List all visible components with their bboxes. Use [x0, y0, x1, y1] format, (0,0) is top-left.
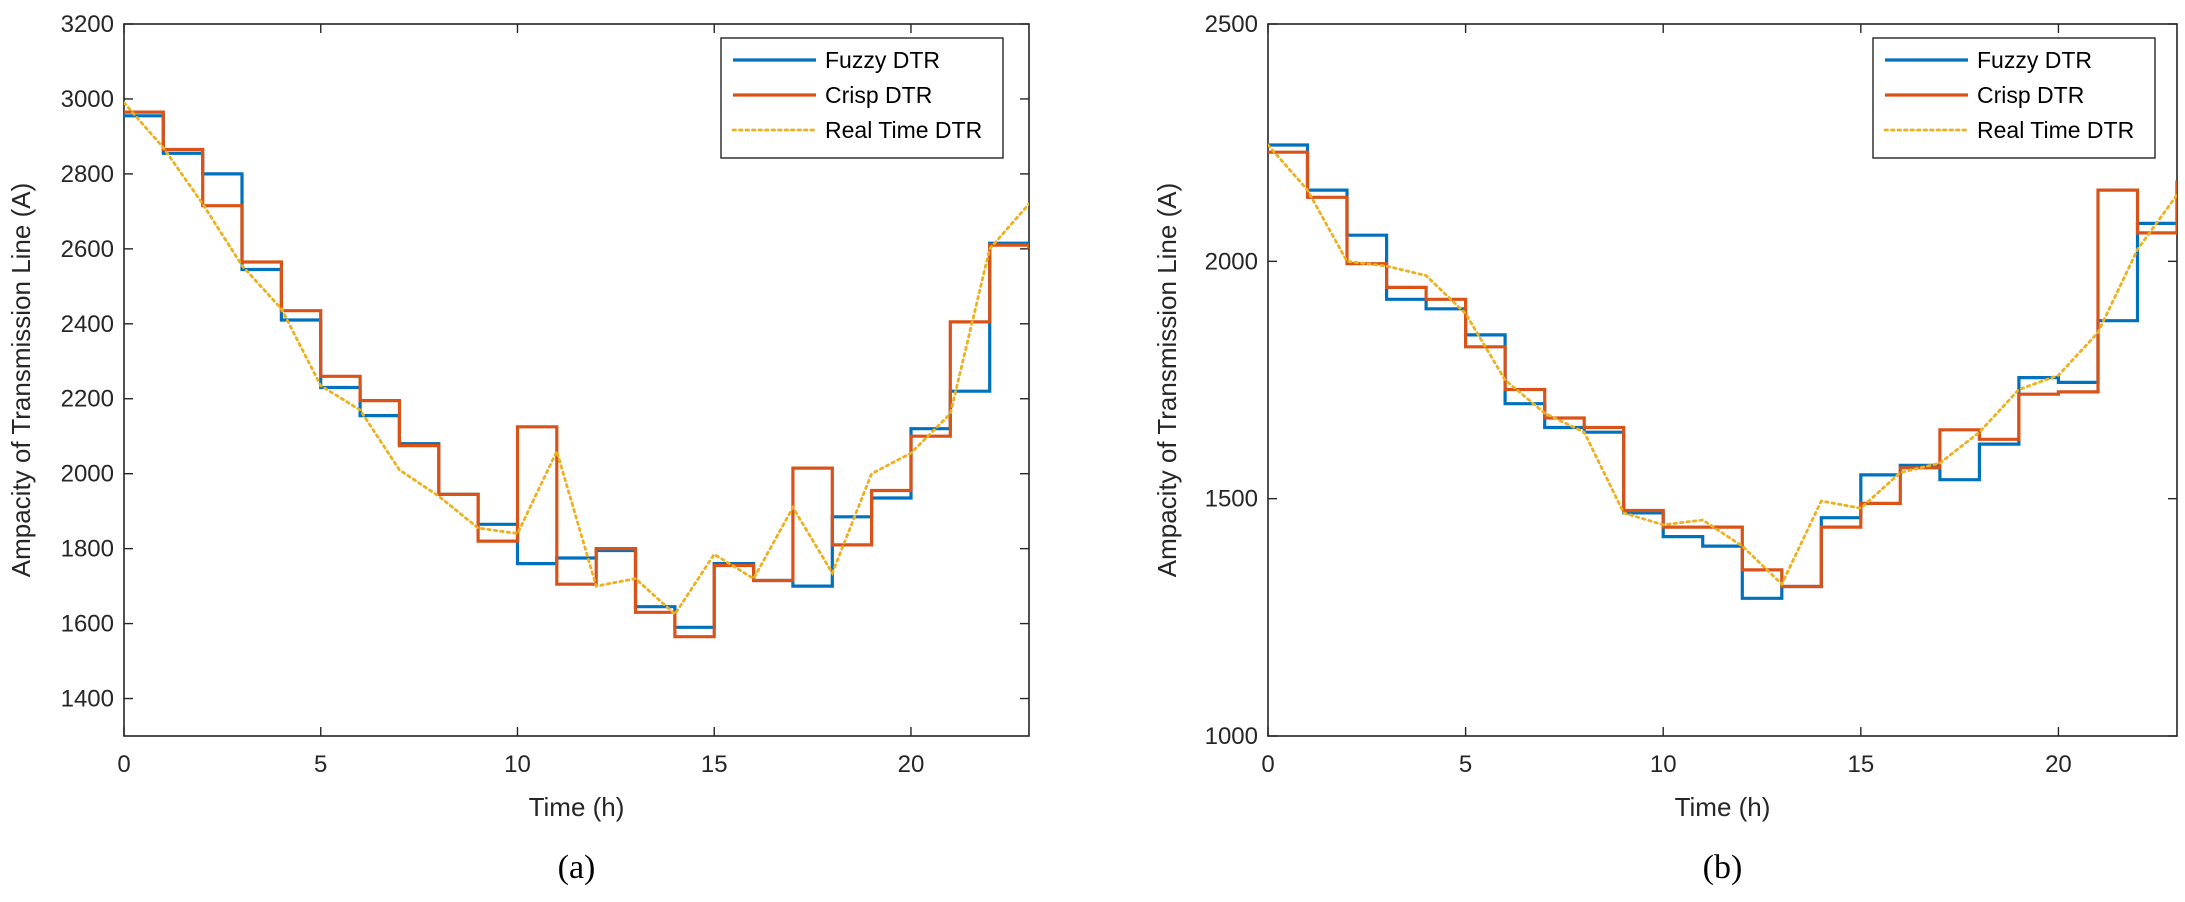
x-tick-label: 10	[1650, 751, 1677, 778]
y-tick-label: 2200	[61, 386, 114, 413]
x-tick-label: 15	[1847, 751, 1874, 778]
x-tick-label: 5	[1459, 751, 1472, 778]
y-tick-label: 2000	[61, 461, 114, 488]
y-tick-label: 1800	[61, 536, 114, 563]
x-tick-label: 20	[2045, 751, 2072, 778]
legend-label: Fuzzy DTR	[1977, 47, 2092, 73]
panel-caption: (a)	[558, 849, 596, 886]
legend-label: Real Time DTR	[1977, 117, 2134, 143]
legend-box	[1872, 37, 2156, 159]
x-axis-label: Time (h)	[1675, 792, 1771, 822]
legend-label: Fuzzy DTR	[825, 47, 940, 73]
y-tick-label: 2400	[61, 311, 114, 338]
y-axis-label: Ampacity of Transmission Line (A)	[6, 183, 36, 577]
y-tick-label: 2000	[1205, 248, 1258, 275]
chart-panel-a: 0 5 10 15 20 1400 1600 1800 2000 2200 2400 2600 2800…	[6, 11, 1030, 886]
y-axis-label: Ampacity of Transmission Line (A)	[1152, 183, 1182, 577]
x-tick-label: 5	[314, 751, 327, 778]
x-tick-label: 15	[701, 751, 728, 778]
y-tick-label: 3200	[61, 11, 114, 38]
panel-caption: (b)	[1703, 849, 1743, 886]
y-tick-label: 2500	[1205, 11, 1258, 38]
series-line-real-time-dtr	[124, 101, 1029, 617]
x-tick-label: 20	[898, 751, 925, 778]
y-tick-label: 1000	[1205, 723, 1258, 750]
chart-panel-b: 0 5 10 15 20 1000 1500 2000 2500 Time (h) Ampacity…	[1152, 11, 2178, 886]
y-tick-label: 2800	[61, 161, 114, 188]
legend: Fuzzy DTR Crisp DTR Real Time DTR	[1872, 37, 2156, 159]
x-tick-label: 0	[1261, 751, 1274, 778]
legend: Fuzzy DTR Crisp DTR Real Time DTR	[720, 37, 1004, 159]
legend-label: Crisp DTR	[1977, 82, 2084, 108]
series-line-real-time-dtr	[1268, 143, 2177, 587]
x-tick-label: 10	[504, 751, 531, 778]
x-axis-label: Time (h)	[529, 792, 625, 822]
x-tick-label: 0	[117, 751, 130, 778]
y-tick-label: 1500	[1205, 486, 1258, 513]
y-tick-label: 3000	[61, 86, 114, 113]
y-tick-label: 1400	[61, 686, 114, 713]
series-line-crisp-dtr	[1268, 150, 2177, 589]
y-tick-label: 2600	[61, 236, 114, 263]
legend-label: Real Time DTR	[825, 117, 982, 143]
legend-box	[720, 37, 1004, 159]
legend-label: Crisp DTR	[825, 82, 932, 108]
y-tick-label: 1600	[61, 611, 114, 638]
